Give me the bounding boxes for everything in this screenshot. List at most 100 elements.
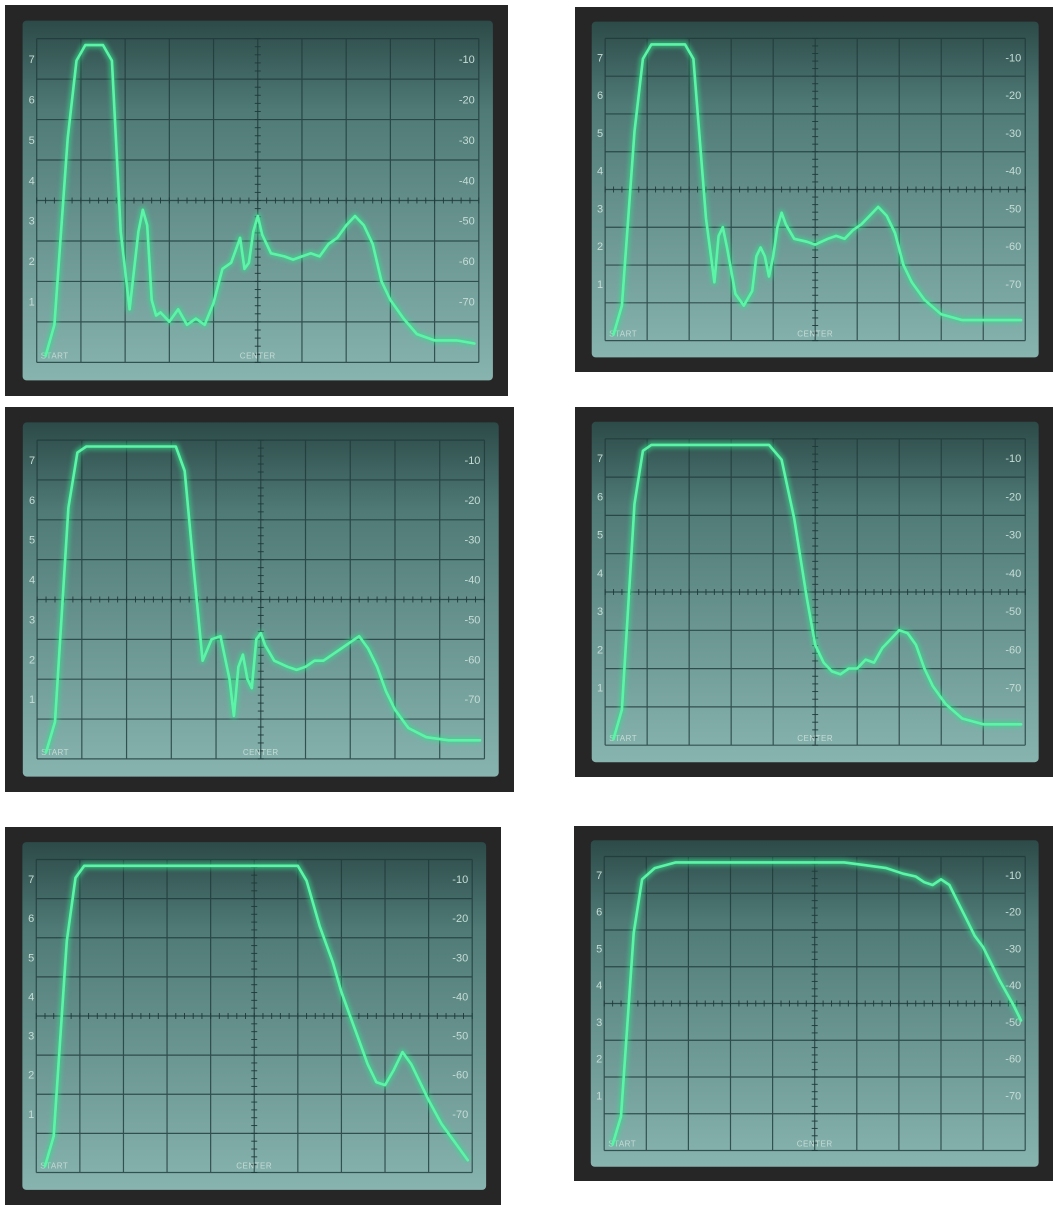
left-scale-label: 3 xyxy=(29,614,35,626)
right-scale-label: -10 xyxy=(1005,453,1021,465)
center-label: CENTER xyxy=(243,748,279,757)
right-scale-label: -50 xyxy=(465,614,481,626)
right-scale-label: -10 xyxy=(465,455,481,467)
left-scale-label: 1 xyxy=(597,279,603,291)
left-scale-label: 5 xyxy=(597,530,603,542)
right-scale-label: -10 xyxy=(452,874,468,886)
left-scale-label: 5 xyxy=(597,128,603,140)
left-scale-label: 3 xyxy=(596,1017,602,1029)
center-label: CENTER xyxy=(240,351,276,360)
left-scale-label: 2 xyxy=(29,654,35,666)
oscilloscope-photo-6: 7 6 5 4 3 2 1 -10 -20 -30 -40 -50 -60 -70 START CENTER xyxy=(574,826,1053,1181)
center-label: CENTER xyxy=(797,330,833,339)
left-scale-label: 7 xyxy=(28,874,34,886)
left-scale-label: 1 xyxy=(28,1109,34,1121)
right-scale-label: -60 xyxy=(1005,241,1021,253)
left-scale-label: 5 xyxy=(29,135,35,147)
center-ticks xyxy=(604,438,1026,746)
right-scale-label: -40 xyxy=(452,991,468,1003)
signal-trace xyxy=(44,445,482,754)
right-scale-label: -40 xyxy=(465,575,481,587)
right-scale-label: -20 xyxy=(1005,491,1021,503)
signal-trace xyxy=(44,43,476,358)
left-scale-label: 3 xyxy=(597,203,603,215)
left-scale-label: 7 xyxy=(596,870,602,882)
center-ticks xyxy=(35,859,473,1173)
right-scale-label: -20 xyxy=(1005,90,1021,102)
left-scale-label: 4 xyxy=(29,175,35,187)
left-scale-label: 1 xyxy=(29,694,35,706)
scope-screen-svg: 7 6 5 4 3 2 1 -10 -20 -30 -40 -50 -60 -70 START CENTER xyxy=(5,407,514,792)
left-scale-label: 7 xyxy=(597,52,603,64)
right-scale-label: -60 xyxy=(1005,1054,1021,1066)
graticule xyxy=(604,438,1026,746)
left-scale-label: 7 xyxy=(29,455,35,467)
right-scale-label: -30 xyxy=(465,535,481,547)
left-scale-label: 2 xyxy=(597,644,603,656)
right-scale-label: -10 xyxy=(459,54,475,66)
left-scale-label: 7 xyxy=(597,453,603,465)
left-scale-label: 2 xyxy=(597,241,603,253)
right-scale-label: -70 xyxy=(1005,1090,1021,1102)
left-scale-label: 4 xyxy=(28,991,34,1003)
right-scale-label: -30 xyxy=(1005,943,1021,955)
right-scale-label: -60 xyxy=(459,256,475,268)
center-label: CENTER xyxy=(797,1139,833,1148)
center-ticks xyxy=(604,37,1026,342)
signal-trace xyxy=(43,864,470,1168)
start-label: START xyxy=(40,1161,68,1170)
start-label: START xyxy=(41,748,69,757)
right-scale-label: -20 xyxy=(459,94,475,106)
left-scale-label: 4 xyxy=(597,166,603,178)
right-scale-label: -40 xyxy=(1005,980,1021,992)
left-scale-label: 2 xyxy=(29,256,35,268)
right-scale-label: -10 xyxy=(1005,870,1021,882)
right-scale-label: -60 xyxy=(465,654,481,666)
right-scale-label: -70 xyxy=(452,1109,468,1121)
right-scale-label: -60 xyxy=(1005,644,1021,656)
left-scale-label: 1 xyxy=(597,683,603,695)
right-scale-label: -70 xyxy=(465,694,481,706)
left-scale-label: 7 xyxy=(29,54,35,66)
right-scale-label: -60 xyxy=(452,1070,468,1082)
scope-screen-svg: 7 6 5 4 3 2 1 -10 -20 -30 -40 -50 -60 -70 START CENTER xyxy=(5,5,508,396)
left-scale-label: 5 xyxy=(29,535,35,547)
right-scale-label: -70 xyxy=(459,297,475,309)
right-scale-label: -30 xyxy=(1005,128,1021,140)
right-scale-label: -10 xyxy=(1005,52,1021,64)
oscilloscope-photo-1: 7 6 5 4 3 2 1 -10 -20 -30 -40 -50 -60 -70 START CENTER xyxy=(5,5,508,396)
right-scale-label: -30 xyxy=(459,135,475,147)
right-scale-label: -70 xyxy=(1005,279,1021,291)
left-scale-label: 4 xyxy=(29,575,35,587)
right-scale-label: -20 xyxy=(452,913,468,925)
right-scale-label: -30 xyxy=(452,952,468,964)
start-label: START xyxy=(608,1139,636,1148)
right-scale-label: -50 xyxy=(1005,203,1021,215)
left-scale-label: 6 xyxy=(29,94,35,106)
left-scale-label: 3 xyxy=(28,1031,34,1043)
right-scale-label: -20 xyxy=(465,495,481,507)
right-scale-label: -50 xyxy=(452,1031,468,1043)
left-scale-label: 3 xyxy=(597,606,603,618)
right-scale-label: -20 xyxy=(1005,907,1021,919)
left-scale-label: 4 xyxy=(596,980,602,992)
center-label: CENTER xyxy=(236,1161,272,1170)
left-scale-label: 6 xyxy=(28,913,34,925)
start-label: START xyxy=(41,351,69,360)
right-scale-label: -40 xyxy=(1005,166,1021,178)
left-scale-label: 6 xyxy=(597,90,603,102)
oscilloscope-photo-5: 7 6 5 4 3 2 1 -10 -20 -30 -40 -50 -60 -70 START CENTER xyxy=(5,827,501,1205)
center-label: CENTER xyxy=(797,734,833,743)
scope-screen-svg: 7 6 5 4 3 2 1 -10 -20 -30 -40 -50 -60 -70 START CENTER xyxy=(5,827,501,1205)
left-scale-label: 1 xyxy=(29,297,35,309)
start-label: START xyxy=(609,734,637,743)
center-ticks xyxy=(36,38,480,363)
left-scale-label: 6 xyxy=(597,491,603,503)
left-scale-label: 3 xyxy=(29,216,35,228)
scope-screen-svg: 7 6 5 4 3 2 1 -10 -20 -30 -40 -50 -60 -70 START CENTER xyxy=(575,407,1053,777)
signal-trace xyxy=(611,861,1023,1146)
left-scale-label: 2 xyxy=(28,1070,34,1082)
oscilloscope-photo-3: 7 6 5 4 3 2 1 -10 -20 -30 -40 -50 -60 -70 START CENTER xyxy=(5,407,514,792)
right-scale-label: -40 xyxy=(459,175,475,187)
scope-screen-svg: 7 6 5 4 3 2 1 -10 -20 -30 -40 -50 -60 -70 START CENTER xyxy=(575,7,1053,372)
